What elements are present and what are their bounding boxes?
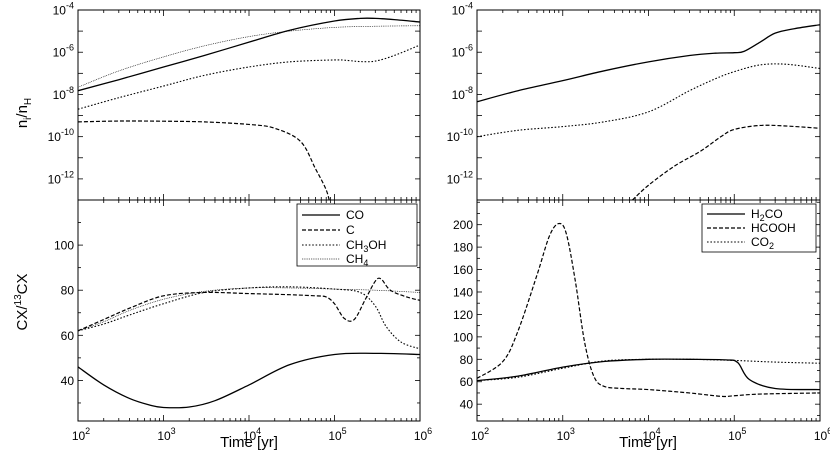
ytick-label: 120: [453, 308, 473, 322]
legend-label-ch3oh: CH3OH: [346, 238, 386, 254]
frame-top-right: [476, 9, 821, 201]
ytick-label: 40: [460, 398, 474, 412]
xlabel-bottom-right: Time [yr]: [619, 434, 677, 451]
series-line-ch4: [78, 287, 420, 332]
series-line-h2co: [477, 24, 820, 103]
panel-top-left: 10-4 10-6 10-8 10-10 10-12 ni/nH: [14, 1, 421, 201]
xtick-label: 103: [157, 426, 175, 443]
series-line-co: [78, 17, 420, 92]
panel-bottom-left: 40 60 80 100 102 103 104 105 106 Time [y…: [13, 199, 432, 451]
xtick-label: 103: [557, 426, 575, 443]
xtick-label: 106: [814, 426, 830, 443]
ytick-label: 10-6: [452, 43, 473, 60]
frame-top-left: [77, 9, 421, 201]
series-bottom-right: [477, 222, 820, 398]
xtick-label: 104: [243, 426, 261, 443]
series-line-co: [78, 352, 420, 409]
series-line-h2co: [477, 358, 820, 391]
ytick-label: 10-8: [53, 85, 74, 102]
xlabel-bottom-left: Time [yr]: [220, 434, 278, 451]
ytick-label: 10-12: [447, 169, 473, 186]
ytick-label: 10-6: [53, 43, 74, 60]
xtick-label: 106: [414, 426, 432, 443]
series-line-ch3oh: [78, 286, 420, 350]
ytick-label: 60: [460, 375, 474, 389]
ytick-label: 80: [61, 284, 75, 298]
ytick-label: 180: [453, 241, 473, 255]
series-line-ch4: [78, 25, 420, 88]
series-line-hcooh: [477, 222, 820, 398]
ytick-label: 10-8: [452, 85, 473, 102]
ytick-label: 40: [61, 374, 75, 388]
ytick-label: 200: [453, 218, 473, 232]
xtick-labels-bottom-left: 102 103 104 105 106: [72, 426, 432, 443]
series-top-left: [78, 17, 420, 200]
series-line-c: [78, 120, 330, 200]
ytick-label: 160: [453, 263, 473, 277]
legend-label-ch4: CH4: [346, 252, 368, 268]
ytick-labels-top-left: 10-4 10-6 10-8 10-10 10-12: [48, 1, 74, 187]
legend-label-co: CO: [346, 208, 364, 222]
ytick-label: 10-10: [48, 127, 74, 144]
panel-top-right: 10-4 10-6 10-8 10-10 10-12: [447, 1, 821, 201]
ticks-top-right: [476, 9, 821, 201]
xtick-label: 102: [72, 426, 90, 443]
ticks-bottom-left: [77, 199, 421, 421]
xtick-label: 105: [728, 426, 746, 443]
ytick-labels-bottom-left: 40 60 80 100: [54, 239, 74, 388]
series-line-c: [78, 277, 420, 332]
ytick-label: 100: [453, 330, 473, 344]
series-line-co2: [477, 358, 820, 382]
ytick-labels-top-right: 10-4 10-6 10-8 10-10 10-12: [447, 1, 473, 187]
ytick-label: 140: [453, 285, 473, 299]
ytick-label: 10-4: [53, 1, 74, 18]
panel-bottom-right: 40 60 80 100 120 140 160 180 200 102 103…: [453, 199, 830, 451]
xtick-label: 104: [642, 426, 660, 443]
xtick-label: 102: [471, 426, 489, 443]
legend-label-h2co: H2CO: [751, 207, 783, 223]
legend-label-c: C: [346, 223, 355, 237]
series-line-hcooh: [632, 124, 820, 200]
legend-label-co2: CO2: [751, 235, 774, 251]
legend-bottom-right: H2CO HCOOH CO2: [701, 203, 817, 253]
xtick-label: 105: [328, 426, 346, 443]
ytick-label: 80: [460, 353, 474, 367]
series-bottom-left: [78, 277, 420, 409]
ytick-label: 10-10: [447, 127, 473, 144]
ticks-top-left: [77, 9, 421, 201]
ytick-label: 100: [54, 239, 74, 253]
series-top-right: [477, 24, 820, 200]
ytick-label: 10-4: [452, 1, 473, 18]
legend-box: [296, 203, 418, 267]
ytick-label: 10-12: [48, 169, 74, 186]
ylabel-bottom-left: CX/13CX: [13, 274, 31, 331]
xtick-labels-bottom-right: 102 103 104 105 106: [471, 426, 830, 443]
ylabel-top-left: ni/nH: [14, 98, 34, 128]
ytick-label: 60: [61, 329, 75, 343]
ytick-labels-bottom-right: 40 60 80 100 120 140 160 180 200: [453, 218, 473, 411]
legend-bottom-left: CO C CH3OH CH4: [296, 203, 418, 268]
legend-label-hcooh: HCOOH: [751, 221, 796, 235]
